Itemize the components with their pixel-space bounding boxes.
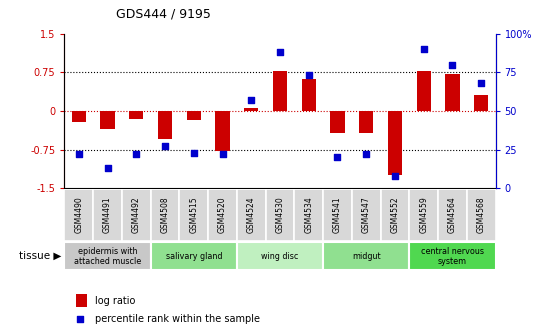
- Text: GDS444 / 9195: GDS444 / 9195: [116, 7, 211, 20]
- Point: [218, 152, 227, 157]
- Text: log ratio: log ratio: [95, 296, 136, 306]
- Bar: [100, 111, 115, 129]
- Bar: [409, 189, 438, 241]
- Bar: [186, 111, 201, 120]
- Bar: [467, 189, 496, 241]
- Text: GSM4520: GSM4520: [218, 197, 227, 233]
- Text: GSM4530: GSM4530: [276, 197, 284, 233]
- Text: central nervous
system: central nervous system: [421, 247, 484, 266]
- Text: GSM4564: GSM4564: [448, 197, 457, 233]
- Text: percentile rank within the sample: percentile rank within the sample: [95, 313, 260, 324]
- Text: GSM4524: GSM4524: [247, 197, 256, 233]
- Bar: [64, 242, 151, 270]
- Bar: [158, 111, 172, 139]
- Point: [419, 46, 428, 52]
- Text: GSM4490: GSM4490: [74, 197, 83, 233]
- Bar: [302, 79, 316, 111]
- Bar: [417, 71, 431, 111]
- Point: [390, 173, 399, 178]
- Point: [276, 49, 284, 55]
- Bar: [388, 111, 402, 175]
- Text: salivary gland: salivary gland: [166, 252, 222, 261]
- Bar: [438, 189, 467, 241]
- Text: GSM4541: GSM4541: [333, 197, 342, 233]
- Bar: [330, 111, 345, 132]
- Text: tissue ▶: tissue ▶: [19, 251, 62, 261]
- Text: GSM4552: GSM4552: [390, 197, 399, 233]
- Text: GSM4515: GSM4515: [189, 197, 198, 233]
- Point: [132, 152, 141, 157]
- Point: [362, 152, 371, 157]
- Bar: [295, 189, 323, 241]
- Bar: [129, 111, 143, 119]
- Bar: [474, 95, 488, 111]
- Text: wing disc: wing disc: [262, 252, 298, 261]
- Point: [247, 97, 256, 103]
- Bar: [323, 242, 409, 270]
- Text: midgut: midgut: [352, 252, 381, 261]
- Text: GSM4559: GSM4559: [419, 197, 428, 233]
- Text: GSM4491: GSM4491: [103, 197, 112, 233]
- Bar: [93, 189, 122, 241]
- Bar: [352, 189, 381, 241]
- Bar: [237, 189, 265, 241]
- Bar: [151, 189, 179, 241]
- Bar: [237, 242, 323, 270]
- Point: [448, 62, 457, 67]
- Bar: [208, 189, 237, 241]
- Text: epidermis with
attached muscle: epidermis with attached muscle: [74, 247, 141, 266]
- Point: [103, 165, 112, 171]
- Bar: [273, 71, 287, 111]
- Text: GSM4547: GSM4547: [362, 197, 371, 233]
- Bar: [179, 189, 208, 241]
- Text: GSM4534: GSM4534: [304, 197, 313, 233]
- Bar: [409, 242, 496, 270]
- Text: GSM4508: GSM4508: [161, 197, 170, 233]
- Point: [189, 150, 198, 155]
- Bar: [244, 108, 259, 111]
- Point: [74, 152, 83, 157]
- Bar: [381, 189, 409, 241]
- Point: [304, 73, 313, 78]
- Point: [333, 155, 342, 160]
- Bar: [151, 242, 237, 270]
- Bar: [265, 189, 295, 241]
- Bar: [359, 111, 374, 132]
- Bar: [72, 111, 86, 122]
- Text: GSM4492: GSM4492: [132, 197, 141, 233]
- Bar: [64, 189, 93, 241]
- Bar: [76, 294, 87, 307]
- Bar: [122, 189, 151, 241]
- Point: [249, 239, 258, 245]
- Point: [161, 144, 170, 149]
- Bar: [323, 189, 352, 241]
- Text: GSM4568: GSM4568: [477, 197, 486, 233]
- Bar: [445, 74, 460, 111]
- Bar: [215, 111, 230, 151]
- Point: [477, 80, 486, 86]
